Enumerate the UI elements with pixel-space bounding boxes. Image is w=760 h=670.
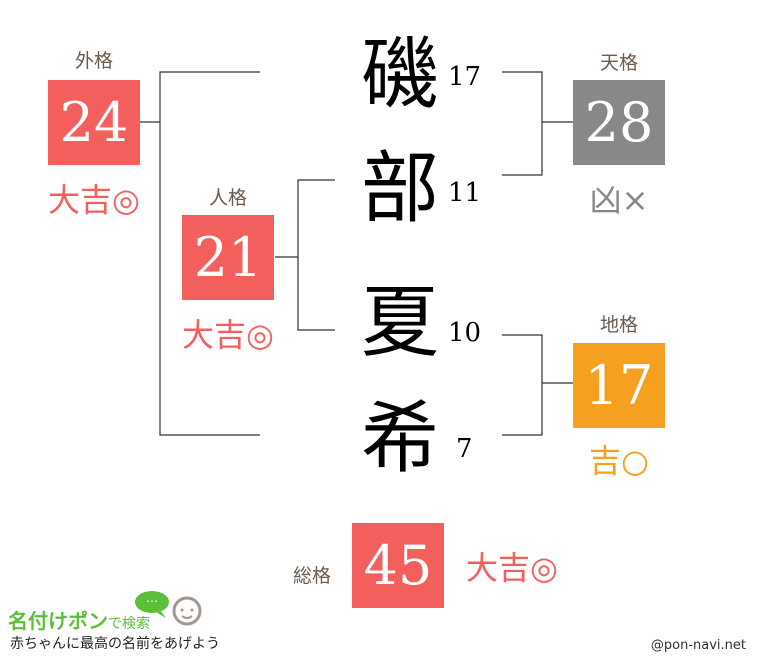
baby-speech-icon: …: [135, 591, 202, 626]
name-char-1: 磯: [360, 30, 439, 120]
name-char-4: 希: [360, 394, 439, 484]
stroke-count-1: 17: [448, 62, 482, 92]
soukaku-fortune: 大吉◎: [466, 549, 558, 587]
soukaku-value: 45: [352, 523, 444, 608]
stroke-count-3: 10: [448, 318, 482, 348]
name-char-2: 部: [360, 144, 439, 234]
logo-title[interactable]: 名付けポンで検索: [8, 605, 150, 634]
gaikaku-label: 外格: [74, 50, 113, 72]
name-char-3: 夏: [360, 278, 439, 368]
chikaku-label: 地格: [599, 314, 638, 336]
tenkaku-fortune: 凶×: [589, 181, 649, 219]
tenkaku-label: 天格: [599, 52, 638, 74]
chikaku-value: 17: [573, 343, 665, 428]
gaikaku-value: 24: [48, 80, 140, 165]
soukaku-label: 総格: [292, 565, 331, 587]
jinkaku-label: 人格: [208, 187, 247, 209]
jinkaku-value: 21: [182, 215, 274, 300]
stroke-count-2: 11: [448, 178, 482, 208]
logo-tagline: 赤ちゃんに最高の名前をあげよう: [10, 636, 220, 652]
gaikaku-fortune: 大吉◎: [48, 181, 140, 219]
logo-suffix: で検索: [108, 616, 150, 632]
chikaku-fortune: 吉○: [589, 442, 649, 480]
bubble-text: …: [146, 591, 158, 605]
site-credit: @pon-navi.net: [650, 638, 746, 653]
stroke-count-4: 7: [456, 434, 473, 464]
tenkaku-value: 28: [573, 80, 665, 165]
jinkaku-fortune: 大吉◎: [182, 316, 274, 354]
logo-brand: 名付けポン: [8, 609, 108, 633]
